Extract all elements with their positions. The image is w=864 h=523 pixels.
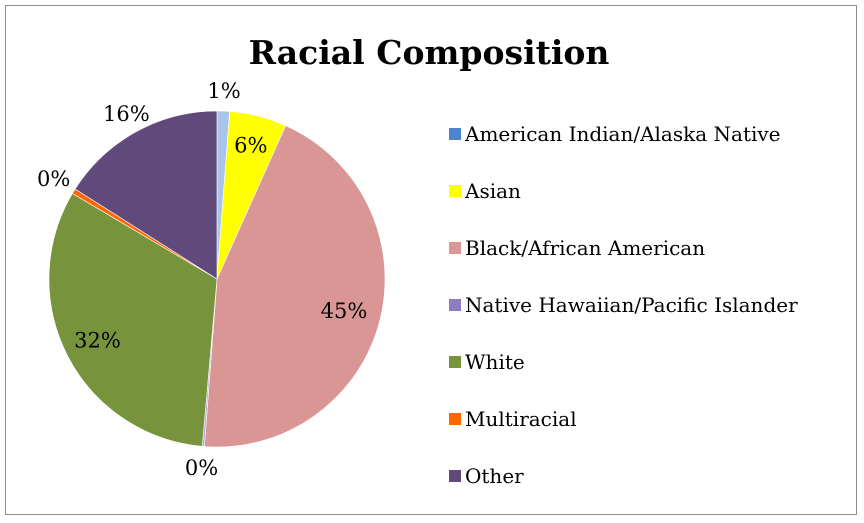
legend-label-native-hawaiian-pacific-islander: Native Hawaiian/Pacific Islander [465, 293, 798, 317]
pie-chart: Racial Composition 1% 6% 45% 0% 32% 0% 16% Ame… [37, 33, 798, 488]
slice-label-american-indian-alaska-native: 1% [207, 79, 240, 103]
legend-swatch-white [449, 356, 461, 368]
slice-label-black-african-american: 45% [321, 299, 368, 323]
pie-labels: 1% 6% 45% 0% 32% 0% 16% [37, 79, 367, 480]
chart-title: Racial Composition [249, 33, 610, 72]
pie-slice-black-african-american [204, 125, 386, 448]
pie-slices [48, 110, 386, 448]
legend-swatch-black-african-american [449, 242, 461, 254]
pie-slice-other [74, 110, 218, 280]
legend-label-other: Other [465, 464, 524, 488]
slice-label-native-hawaiian-pacific-islander: 0% [185, 456, 218, 480]
legend-label-black-african-american: Black/African American [465, 236, 705, 260]
legend-label-asian: Asian [464, 179, 521, 203]
legend-label-white: White [465, 350, 525, 374]
legend-swatch-asian [449, 185, 461, 197]
pie-slice-white [48, 193, 218, 447]
slice-label-other: 16% [103, 102, 150, 126]
legend-label-american-indian-alaska-native: American Indian/Alaska Native [464, 122, 781, 146]
legend-swatch-multiracial [449, 413, 461, 425]
slice-label-multiracial: 0% [37, 167, 70, 191]
legend-swatch-other [449, 470, 461, 482]
slice-label-asian: 6% [234, 133, 267, 157]
legend: American Indian/Alaska Native Asian Black/… [449, 122, 798, 488]
legend-label-multiracial: Multiracial [465, 407, 577, 431]
slice-label-white: 32% [74, 328, 121, 352]
chart-frame: Racial Composition 1% 6% 45% 0% 32% 0% 16% Ame… [5, 5, 857, 515]
legend-swatch-american-indian-alaska-native [449, 128, 461, 140]
legend-swatch-native-hawaiian-pacific-islander [449, 299, 461, 311]
